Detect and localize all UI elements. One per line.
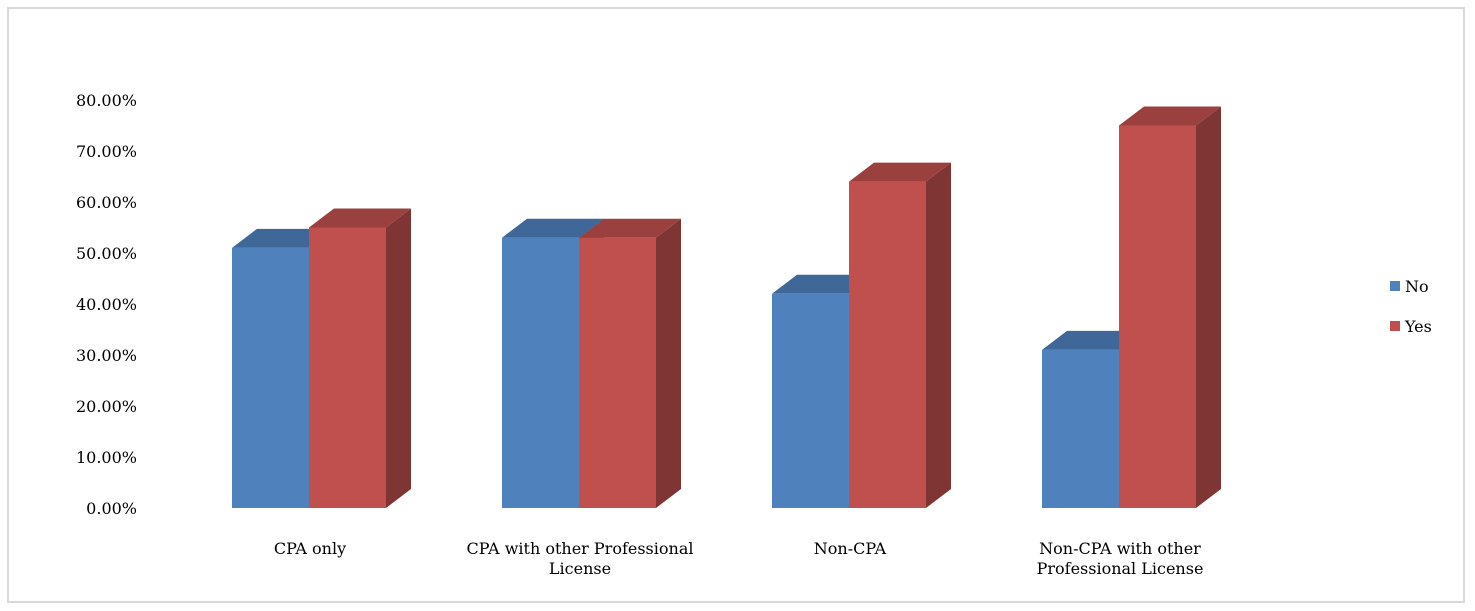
bar-top-face <box>232 228 334 248</box>
y-tick-label: 20.00% <box>76 397 137 416</box>
bar-top-face <box>772 274 874 294</box>
bars <box>232 106 1221 508</box>
bar-front-face <box>1119 125 1196 508</box>
legend-label: No <box>1405 277 1429 296</box>
bar-front-face <box>579 237 656 508</box>
bar-front-face <box>232 247 309 508</box>
bar-yes <box>309 208 411 508</box>
bar-side-face <box>1196 106 1221 508</box>
legend-item-yes: Yes <box>1390 317 1432 336</box>
bar-top-face <box>502 218 604 238</box>
x-category-label: Non-CPA <box>814 539 887 558</box>
legend-item-no: No <box>1390 277 1429 296</box>
bar-top-face <box>1042 330 1144 350</box>
bar-top-face <box>1119 106 1221 126</box>
x-category-label: CPA only <box>274 539 346 558</box>
bar-front-face <box>309 227 386 508</box>
bar-top-face <box>579 218 681 238</box>
legend-swatch <box>1390 281 1400 291</box>
y-tick-label: 60.00% <box>76 193 137 212</box>
bar-front-face <box>772 293 849 508</box>
bar-top-face <box>849 162 951 182</box>
y-tick-label: 50.00% <box>76 244 137 263</box>
y-tick-label: 40.00% <box>76 295 137 314</box>
y-tick-label: 70.00% <box>76 142 137 161</box>
bar-yes <box>1119 106 1221 508</box>
bar-yes <box>849 162 951 508</box>
y-tick-label: 0.00% <box>86 499 137 518</box>
y-axis: 0.00% 10.00% 20.00% 30.00% 40.00% 50.00% 60.00… <box>76 91 137 518</box>
bar-yes <box>579 218 681 508</box>
legend-swatch <box>1390 321 1400 331</box>
bar-side-face <box>386 208 411 508</box>
bar-top-face <box>309 208 411 228</box>
legend: No Yes <box>1390 277 1432 336</box>
y-tick-label: 10.00% <box>76 448 137 467</box>
legend-label: Yes <box>1404 317 1432 336</box>
bar-side-face <box>926 162 951 508</box>
x-axis: CPA only CPA with other Professional Licen… <box>274 539 1204 578</box>
y-tick-label: 80.00% <box>76 91 137 110</box>
bar-side-face <box>656 218 681 508</box>
x-category-label: CPA with other Professional License <box>467 539 694 578</box>
bar-front-face <box>849 181 926 508</box>
x-category-label: Non-CPA with other Professional License <box>1037 539 1204 578</box>
bar-front-face <box>1042 349 1119 508</box>
y-tick-label: 30.00% <box>76 346 137 365</box>
bar-front-face <box>502 237 579 508</box>
